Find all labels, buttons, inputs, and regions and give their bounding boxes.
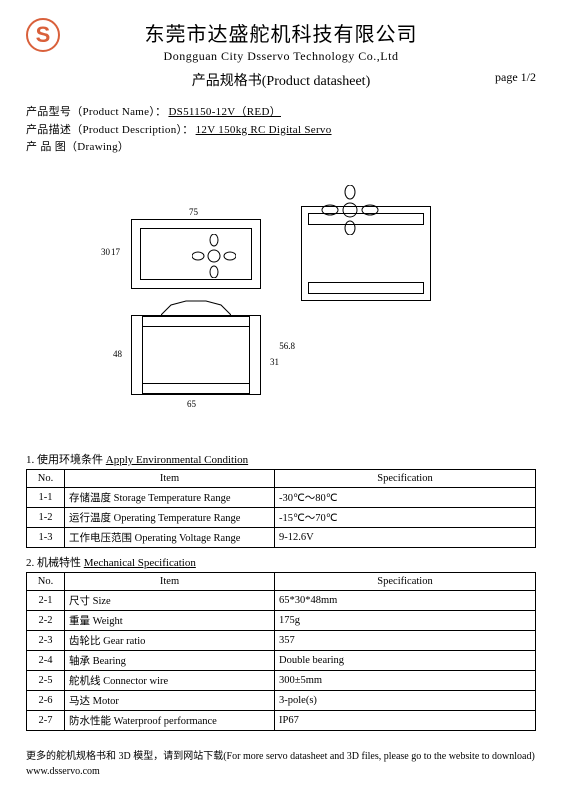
subtitle-en: (Product datasheet) <box>262 74 370 90</box>
table-row: 1-1 存储温度 Storage Temperature Range -30℃～… <box>27 487 536 507</box>
cell-item: 防水性能 Waterproof performance <box>65 710 275 730</box>
table-row: 2-3 齿轮比 Gear ratio 357 <box>27 630 536 650</box>
product-name-value: DS51150-12V（RED） <box>166 106 285 118</box>
section2-title-cn: 机械特性 <box>37 557 81 569</box>
drawing-side-row: 48 31 56.8 65 <box>131 315 431 395</box>
section1-num: 1. <box>26 454 34 466</box>
cell-item: 马达 Motor <box>65 690 275 710</box>
section1-title-cn: 使用环境条件 <box>37 454 103 466</box>
dim-side-inner: 31 <box>270 357 279 367</box>
dim-top-width: 75 <box>189 207 198 217</box>
subtitle-cn: 产品规格书 <box>192 70 262 90</box>
cell-spec: Double bearing <box>275 650 536 670</box>
company-logo-icon: S <box>26 18 60 52</box>
footer-text: 更多的舵机规格书和 3D 模型，请到网站下载(For more servo da… <box>26 749 536 779</box>
document-header: S 东莞市达盛舵机科技有限公司 Dongguan City Dsservo Te… <box>26 18 536 90</box>
cell-item: 工作电压范围 Operating Voltage Range <box>65 527 275 547</box>
cell-no: 2-1 <box>27 590 65 610</box>
table-row: 2-1 尺寸 Size 65*30*48mm <box>27 590 536 610</box>
section1-table: No. Item Specification 1-1 存储温度 Storage … <box>26 469 536 548</box>
col-no-header: No. <box>27 469 65 487</box>
cell-no: 2-5 <box>27 670 65 690</box>
table-row: 2-6 马达 Motor 3-pole(s) <box>27 690 536 710</box>
cell-no: 2-7 <box>27 710 65 730</box>
servo-top-view: 75 17 30 <box>131 219 261 289</box>
servo-top-box <box>131 219 261 289</box>
product-name-line: 产品型号（Product Name）：DS51150-12V（RED） <box>26 104 536 122</box>
section2-title-en: Mechanical Specification <box>84 557 196 569</box>
cell-spec: 300±5mm <box>275 670 536 690</box>
cell-spec: 3-pole(s) <box>275 690 536 710</box>
table-row: 1-3 工作电压范围 Operating Voltage Range 9-12.… <box>27 527 536 547</box>
table-row: 1-2 运行温度 Operating Temperature Range -15… <box>27 507 536 527</box>
company-name-cn: 东莞市达盛舵机科技有限公司 <box>26 18 536 47</box>
dim-side-w: 65 <box>187 399 196 409</box>
product-name-label: 产品型号（Product Name）： <box>26 106 166 118</box>
table-row: 2-4 轴承 Bearing Double bearing <box>27 650 536 670</box>
table-row: 2-5 舵机线 Connector wire 300±5mm <box>27 670 536 690</box>
section2-title: 2. 机械特性 Mechanical Specification <box>26 554 536 570</box>
servo-horn-icon <box>320 185 380 235</box>
section1-title: 1. 使用环境条件 Apply Environmental Condition <box>26 451 536 467</box>
cell-item: 存储温度 Storage Temperature Range <box>65 487 275 507</box>
section1-title-en: Apply Environmental Condition <box>106 454 248 466</box>
servo-horn-icon <box>192 234 236 278</box>
cell-item: 尺寸 Size <box>65 590 275 610</box>
dim-top-h-b: 30 <box>101 247 110 257</box>
drawing-area: 75 17 30 <box>26 161 536 441</box>
cell-spec: 65*30*48mm <box>275 590 536 610</box>
col-item-header: Item <box>65 469 275 487</box>
dim-top-h-a: 17 <box>111 247 120 257</box>
cell-no: 1-2 <box>27 507 65 527</box>
dim-side-h: 48 <box>113 349 122 359</box>
col-no-header: No. <box>27 572 65 590</box>
cell-item: 重量 Weight <box>65 610 275 630</box>
table-row: 2-2 重量 Weight 175g <box>27 610 536 630</box>
drawing-label: 产 品 图（Drawing） <box>26 139 536 157</box>
product-desc-label: 产品描述（Product Description）： <box>26 124 194 136</box>
cell-spec: -30℃～80℃ <box>275 487 536 507</box>
product-desc-line: 产品描述（Product Description）：12V 150kg RC D… <box>26 122 536 140</box>
col-spec-header: Specification <box>275 572 536 590</box>
company-name-en: Dongguan City Dsservo Technology Co.,Ltd <box>26 49 536 64</box>
cell-spec: 357 <box>275 630 536 650</box>
servo-side-box <box>131 315 261 395</box>
table-header-row: No. Item Specification <box>27 572 536 590</box>
cell-no: 2-2 <box>27 610 65 630</box>
page-number: page 1/2 <box>495 70 536 85</box>
cell-no: 1-3 <box>27 527 65 547</box>
table-header-row: No. Item Specification <box>27 469 536 487</box>
logo-letter: S <box>36 22 51 48</box>
cell-no: 1-1 <box>27 487 65 507</box>
cell-no: 2-3 <box>27 630 65 650</box>
cell-item: 舵机线 Connector wire <box>65 670 275 690</box>
cell-item: 齿轮比 Gear ratio <box>65 630 275 650</box>
cell-spec: 175g <box>275 610 536 630</box>
subtitle-row: 产品规格书 (Product datasheet) page 1/2 <box>26 70 536 90</box>
col-spec-header: Specification <box>275 469 536 487</box>
cell-spec: 9-12.6V <box>275 527 536 547</box>
cell-spec: -15℃～70℃ <box>275 507 536 527</box>
col-item-header: Item <box>65 572 275 590</box>
section2-table: No. Item Specification 2-1 尺寸 Size 65*30… <box>26 572 536 731</box>
table-row: 2-7 防水性能 Waterproof performance IP67 <box>27 710 536 730</box>
cell-item: 轴承 Bearing <box>65 650 275 670</box>
dim-side-total: 56.8 <box>279 341 295 351</box>
product-meta: 产品型号（Product Name）：DS51150-12V（RED） 产品描述… <box>26 104 536 157</box>
cell-no: 2-6 <box>27 690 65 710</box>
cell-no: 2-4 <box>27 650 65 670</box>
product-desc-value: 12V 150kg RC Digital Servo <box>194 124 336 136</box>
cell-item: 运行温度 Operating Temperature Range <box>65 507 275 527</box>
cell-spec: IP67 <box>275 710 536 730</box>
servo-side-view: 48 31 56.8 65 <box>131 315 261 395</box>
servo-iso-view <box>301 206 431 301</box>
section2-num: 2. <box>26 557 34 569</box>
